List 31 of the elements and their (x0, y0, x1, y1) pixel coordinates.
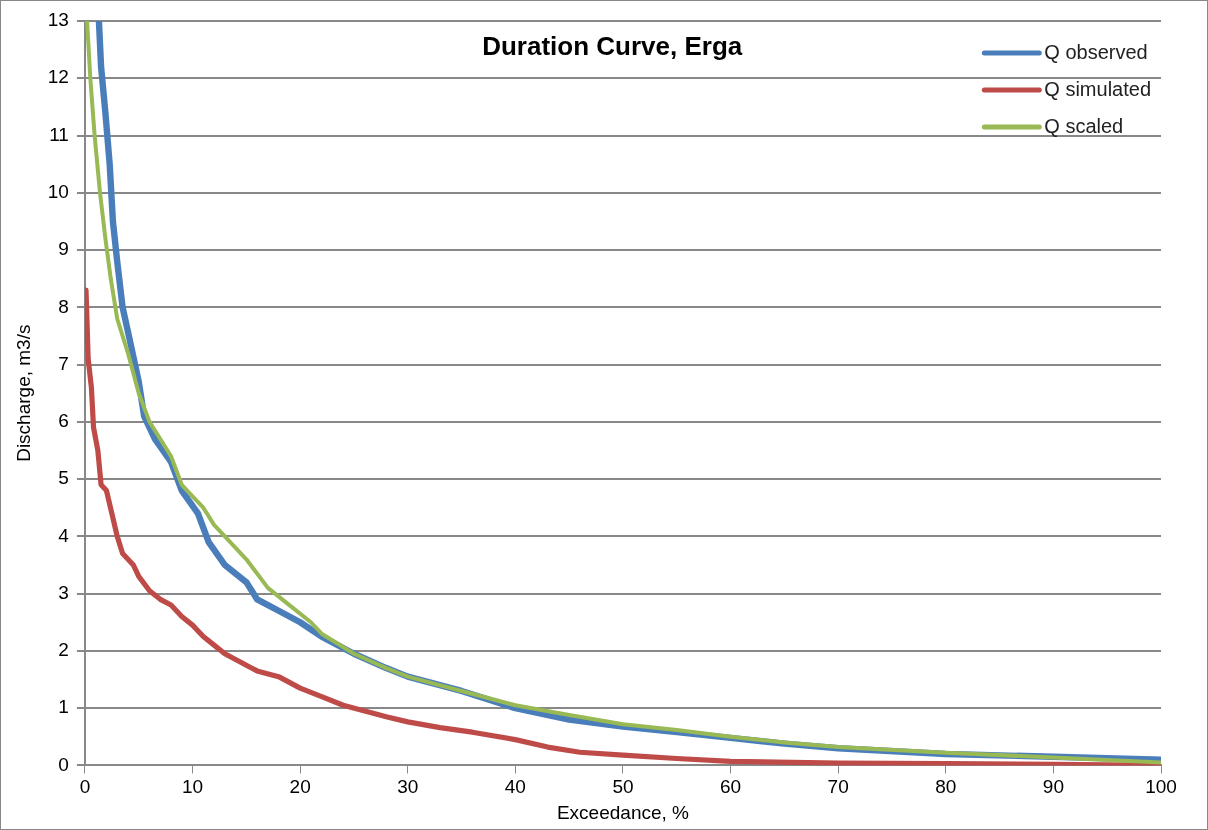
y-tick-label: 10 (47, 181, 69, 203)
legend-label: Q observed (1044, 40, 1148, 63)
chart-title: Duration Curve, Erga (482, 31, 743, 62)
y-tick-label: 9 (58, 238, 69, 260)
legend-label: Q scaled (1044, 114, 1124, 137)
x-tick-label: 10 (181, 776, 204, 798)
y-tick-label: 5 (58, 467, 69, 489)
y-tick-label: 4 (58, 524, 70, 546)
x-tick-label: 60 (720, 776, 742, 798)
y-tick-label: 8 (58, 295, 69, 317)
x-tick-label: 0 (79, 776, 91, 798)
y-tick-label: 13 (47, 9, 69, 31)
x-tick-label: 80 (935, 776, 957, 798)
x-tick-label: 50 (612, 776, 634, 798)
x-tick-label: 90 (1042, 776, 1064, 798)
x-tick-label: 30 (397, 776, 419, 798)
y-axis-title: Discharge, m3/s (12, 324, 34, 462)
y-tick-label: 1 (58, 696, 69, 718)
x-tick-label: 40 (504, 776, 526, 798)
y-tick-label: 11 (49, 123, 69, 145)
x-tick-label: 20 (289, 776, 311, 798)
y-tick-label: 3 (58, 581, 69, 603)
x-tick-label: 100 (1145, 776, 1177, 798)
y-tick-label: 2 (58, 639, 69, 661)
x-axis-title: Exceedance, % (556, 801, 690, 823)
y-tick-label: 7 (58, 352, 69, 374)
y-tick-label: 12 (47, 66, 69, 88)
legend-label: Q simulated (1044, 77, 1152, 100)
y-tick-label: 6 (58, 410, 69, 432)
y-tick-label: 0 (58, 753, 69, 775)
x-tick-label: 70 (827, 776, 849, 798)
